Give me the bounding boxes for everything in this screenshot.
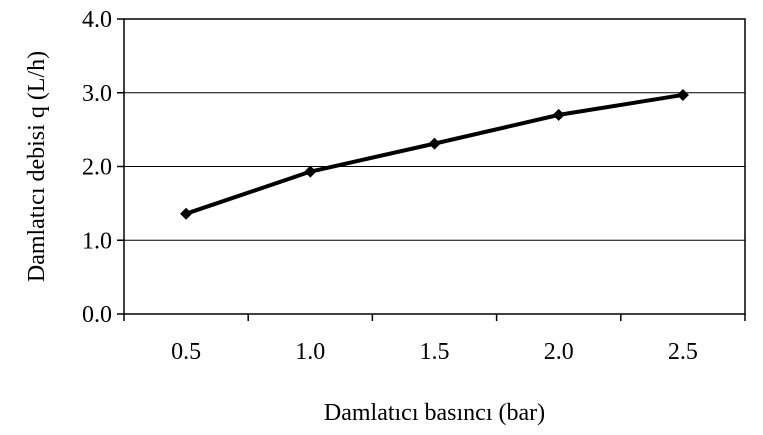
x-axis-title: Damlatıcı basıncı (bar) bbox=[324, 400, 545, 426]
y-tick-label: 1.0 bbox=[82, 228, 112, 254]
y-tick-label: 3.0 bbox=[82, 81, 112, 107]
y-tick-label: 4.0 bbox=[82, 7, 112, 33]
x-tick-label: 1.5 bbox=[420, 339, 450, 365]
x-tick-label: 1.0 bbox=[295, 339, 325, 365]
gridlines bbox=[124, 92, 745, 241]
x-tick-labels: 0.5 1.0 1.5 2.0 2.5 bbox=[123, 314, 746, 365]
data-point-marker bbox=[428, 137, 441, 150]
series-line bbox=[184, 92, 685, 216]
data-point-marker bbox=[180, 207, 193, 220]
series-layer bbox=[180, 88, 689, 220]
data-point-marker bbox=[304, 165, 317, 178]
data-point-marker bbox=[676, 88, 689, 101]
x-tick-label: 0.5 bbox=[171, 339, 201, 365]
x-tick-label: 2.0 bbox=[544, 339, 574, 365]
y-tick-labels: 0.0 1.0 2.0 3.0 4.0 bbox=[82, 7, 124, 328]
x-tick-label: 2.5 bbox=[668, 339, 698, 365]
y-tick-label: 2.0 bbox=[82, 155, 112, 181]
data-point-marker bbox=[552, 108, 565, 121]
y-axis-title: Damlatıcı debisi q (L/h) bbox=[24, 51, 50, 282]
y-tick-label: 0.0 bbox=[82, 302, 112, 328]
